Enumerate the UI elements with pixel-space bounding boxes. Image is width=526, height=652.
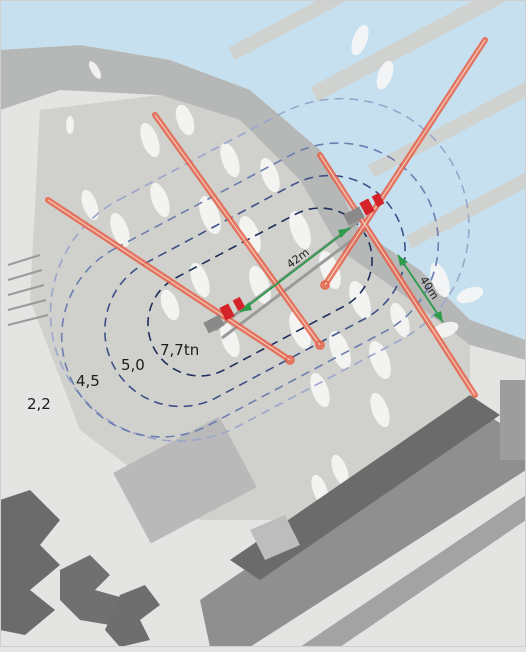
boom-tip <box>320 280 330 290</box>
building-row <box>200 410 526 647</box>
crane-right <box>343 192 385 226</box>
water-area <box>0 0 526 340</box>
zone-label-outer: 2,2 <box>27 395 51 413</box>
zone-label-3: 4,5 <box>76 372 100 390</box>
vessels <box>66 24 484 506</box>
load-zone-3 <box>60 142 440 438</box>
zone-label-inner: 7,7tn <box>160 341 199 359</box>
load-zones <box>49 97 470 442</box>
building-row <box>300 495 526 647</box>
pier <box>228 0 412 61</box>
crane-booms-core <box>47 39 486 396</box>
building-light <box>250 515 300 560</box>
building-row <box>230 395 500 580</box>
boom-tip <box>315 340 325 350</box>
pier <box>405 165 526 249</box>
load-zone-outer <box>49 97 470 442</box>
building-dark <box>105 585 160 647</box>
boom-tip <box>285 355 295 365</box>
building-light <box>500 380 526 460</box>
crane-rail <box>221 226 369 340</box>
building-light <box>113 416 257 544</box>
pier <box>310 0 526 102</box>
dock-structure <box>7 254 49 326</box>
zone-label-2: 5,0 <box>121 356 145 374</box>
load-zone-inner <box>147 207 373 377</box>
building-dark <box>0 490 60 635</box>
crane-left <box>203 296 246 334</box>
load-zone-2 <box>104 174 406 408</box>
building-dark <box>60 555 130 625</box>
shoreline-land <box>0 45 526 360</box>
